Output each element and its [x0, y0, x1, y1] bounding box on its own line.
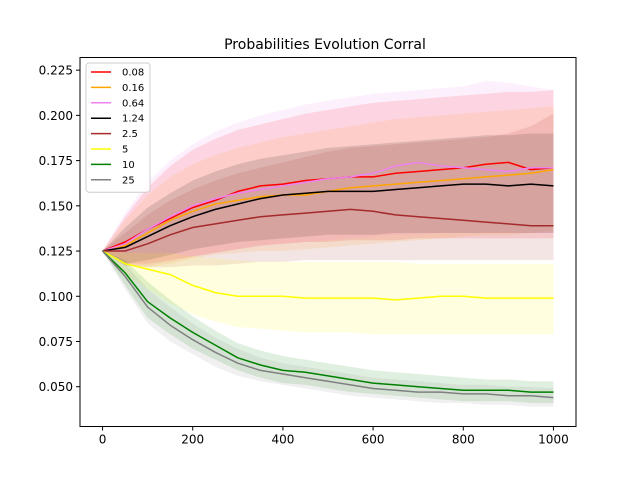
legend-label-0.16: 0.16 — [122, 83, 144, 94]
confidence-bands — [102, 81, 554, 407]
y-tick-label: 0.100 — [39, 290, 73, 304]
x-tick-label: 1000 — [538, 433, 569, 447]
legend-label-5: 5 — [122, 145, 128, 156]
y-tick-label: 0.125 — [39, 245, 73, 259]
legend-label-1.24: 1.24 — [122, 114, 144, 125]
x-tick-label: 600 — [362, 433, 385, 447]
legend-label-25: 25 — [122, 175, 135, 186]
band-5 — [102, 251, 554, 335]
band-0.08 — [102, 90, 554, 264]
legend-label-10: 10 — [122, 160, 135, 171]
y-tick-label: 0.225 — [39, 64, 73, 78]
x-tick-label: 0 — [99, 433, 107, 447]
series-lines — [101, 161, 554, 399]
series-line-10 — [101, 250, 554, 393]
band-10 — [102, 251, 554, 403]
y-tick-label: 0.200 — [39, 109, 73, 123]
band-2.5 — [102, 113, 554, 268]
legend-box — [85, 62, 151, 193]
x-axis: 0 200 400 600 800 1000 — [99, 426, 569, 447]
series-line-1.24 — [102, 183, 554, 252]
x-tick-label: 400 — [271, 433, 294, 447]
legend-label-2.5: 2.5 — [122, 129, 138, 140]
band-0.16 — [102, 106, 554, 268]
chart-title: Probabilities Evolution Corral — [224, 37, 426, 53]
plot-frame — [79, 57, 577, 427]
y-axis: 0.050 0.075 0.100 0.125 0.150 0.175 0.200 0.225 — [39, 64, 80, 394]
y-tick-label: 0.150 — [39, 199, 73, 213]
y-tick-label: 0.050 — [39, 380, 73, 394]
y-tick-label: 0.075 — [39, 335, 73, 349]
x-tick-label: 200 — [181, 433, 204, 447]
legend-label-0.08: 0.08 — [122, 68, 144, 79]
band-0.64 — [102, 81, 554, 266]
series-line-5 — [102, 250, 554, 301]
legend-label-0.64: 0.64 — [122, 98, 144, 109]
series-line-25 — [101, 250, 554, 399]
legend: 0.08 0.16 0.64 1.24 2.5 5 10 25 — [85, 62, 151, 193]
series-line-2.5 — [102, 208, 554, 252]
y-tick-label: 0.175 — [39, 154, 73, 168]
series-line-0.64 — [102, 161, 554, 252]
x-tick-label: 800 — [452, 433, 475, 447]
